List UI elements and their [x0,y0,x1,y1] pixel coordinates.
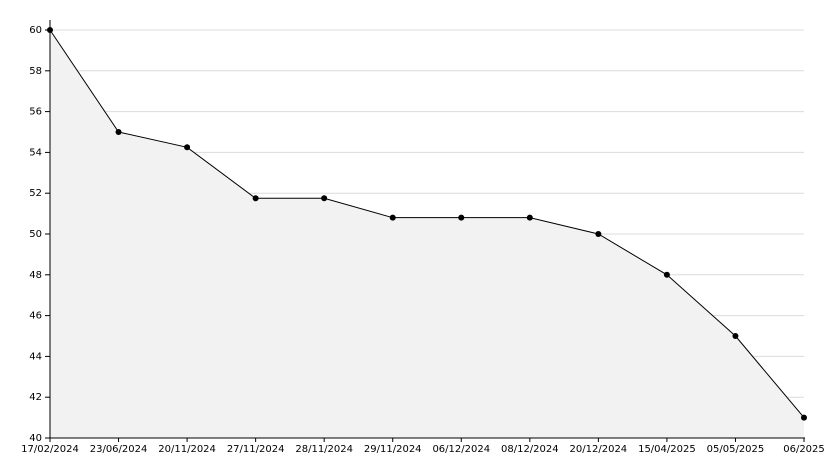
area [50,30,804,438]
y-tick-label: 50 [29,229,42,240]
point [184,144,191,151]
x-tick-label: 27/11/2024 [227,444,285,455]
x-tick-label: 06/2025 [783,444,825,455]
y-tick-label: 40 [29,433,42,444]
y-tick-label: 56 [29,107,42,118]
y-tick-label: 42 [29,392,42,403]
point [115,129,122,135]
x-tick-label: 28/11/2024 [295,444,353,455]
point [595,231,602,237]
line [49,29,805,418]
y-tick-label: 48 [29,270,42,281]
point [389,214,396,221]
x-tick-label: 08/12/2024 [501,444,559,455]
point [458,214,465,221]
point [252,195,259,202]
point [526,214,533,221]
x-tick-label: 20/11/2024 [158,444,216,455]
y-tick-label: 58 [29,66,42,77]
y-tick-label: 54 [29,147,42,158]
y-tick-label: 52 [29,188,42,199]
x-tick-label: 23/06/2024 [90,444,148,455]
point [801,414,807,421]
point [732,333,739,339]
x-tick-label: 29/11/2024 [364,444,422,455]
x-tick-label: 15/04/2025 [638,444,696,455]
x-tick-label: 17/02/2024 [21,444,79,455]
point [321,195,328,202]
point [663,271,670,278]
x-tick-label: 05/05/2025 [707,444,765,455]
y-tick-label: 60 [29,25,42,36]
y-tick-label: 44 [29,351,42,362]
x-tick-label: 06/12/2024 [432,444,490,455]
y-tick-label: 46 [29,311,42,322]
x-tick-label: 20/12/2024 [570,444,628,455]
